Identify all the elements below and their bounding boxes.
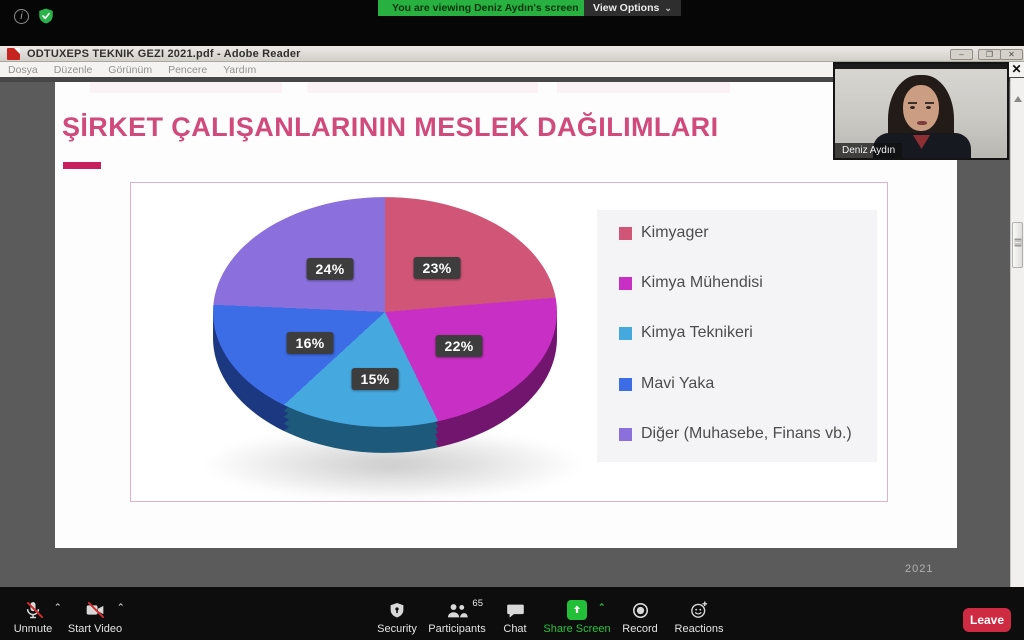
- participant-name-label: Deniz Aydın: [835, 143, 903, 158]
- minimize-button[interactable]: –: [950, 49, 973, 60]
- legend-item: Kimya Teknikeri: [619, 324, 753, 342]
- menu-duzenle[interactable]: Düzenle: [53, 63, 93, 76]
- legend-label: Mavi Yaka: [641, 375, 715, 392]
- participants-button[interactable]: 65 Participants: [428, 598, 486, 635]
- chevron-down-icon: ⌄: [664, 3, 672, 13]
- person-brow: [925, 102, 934, 104]
- adobe-menu-bar: Dosya Düzenle Görünüm Pencere Yardım: [0, 62, 1024, 77]
- security-button[interactable]: Security: [362, 600, 432, 635]
- view-options-button[interactable]: View Options ⌄: [584, 0, 681, 16]
- viewing-screen-banner: You are viewing Deniz Aydın's screen: [378, 0, 593, 16]
- legend-label: Kimya Mühendisi: [641, 274, 763, 291]
- unmute-button[interactable]: Unmute: [0, 600, 68, 635]
- meeting-info-icon[interactable]: i: [14, 9, 29, 24]
- scroll-up-icon[interactable]: [1014, 96, 1022, 102]
- legend-label: Kimya Teknikeri: [641, 324, 753, 341]
- legend-swatch: [619, 326, 632, 340]
- menu-gorunum[interactable]: Görünüm: [108, 63, 153, 76]
- reactions-smiley-icon: [691, 601, 708, 618]
- person-eye: [926, 106, 931, 109]
- menu-yardim[interactable]: Yardım: [223, 63, 257, 76]
- person-eye: [910, 106, 915, 109]
- leave-button[interactable]: Leave: [963, 608, 1011, 632]
- share-screen-icon: [567, 600, 587, 620]
- pdf-page: ŞİRKET ÇALIŞANLARININ MESLEK DAĞILIMLARI…: [55, 82, 957, 548]
- reactions-button[interactable]: Reactions: [664, 600, 734, 635]
- legend-label: Diğer (Muhasebe, Finans vb.): [641, 425, 852, 442]
- video-options-chevron[interactable]: ⌃: [117, 602, 125, 612]
- legend-swatch: [619, 427, 632, 441]
- legend-item: Kimyager: [619, 224, 709, 242]
- record-icon: [632, 602, 648, 618]
- pie-percent-label: 15%: [351, 368, 399, 390]
- pie-chart: [213, 197, 557, 427]
- start-video-button[interactable]: Start Video: [60, 600, 130, 635]
- record-button[interactable]: Record: [605, 600, 675, 635]
- chart-legend: Kimyager Kimya Mühendisi Kimya Teknikeri Ma…: [597, 210, 877, 462]
- menu-dosya[interactable]: Dosya: [8, 63, 38, 76]
- pie-percent-label: 24%: [306, 258, 354, 280]
- close-button[interactable]: ✕: [1000, 49, 1023, 60]
- pie-percent-label: 22%: [435, 335, 483, 357]
- menu-pencere[interactable]: Pencere: [168, 63, 208, 76]
- title-underline-accent: [63, 162, 101, 169]
- restore-button[interactable]: ❐: [978, 49, 1001, 60]
- toolbar-strip: [0, 77, 1024, 82]
- webcam-video-deniz-aydin[interactable]: Deniz Aydın: [833, 62, 1009, 160]
- participants-icon: [447, 603, 468, 617]
- legend-item: Kimya Mühendisi: [619, 274, 763, 292]
- legend-item: Diğer (Muhasebe, Finans vb.): [619, 425, 852, 443]
- pie-percent-label: 23%: [413, 257, 461, 279]
- slide-title: ŞİRKET ÇALIŞANLARININ MESLEK DAĞILIMLARI: [62, 112, 719, 142]
- window-title: ODTUXEPS TEKNIK GEZI 2021.pdf - Adobe Re…: [27, 48, 301, 60]
- pie-percent-label: 16%: [286, 332, 334, 354]
- zoom-top-bar: i You are viewing Deniz Aydın's screen V…: [0, 0, 1024, 46]
- legend-label: Kimyager: [641, 224, 709, 241]
- participants-count: 65: [472, 598, 483, 609]
- cut-off-text-remnant: [90, 82, 730, 93]
- slide-year: 2021: [905, 563, 934, 575]
- legend-swatch: [619, 276, 632, 290]
- encryption-shield-icon: [39, 8, 53, 24]
- legend-swatch: [619, 226, 632, 240]
- security-shield-icon: [390, 602, 404, 617]
- legend-swatch: [619, 377, 632, 391]
- webcam-background: [835, 69, 1007, 158]
- share-options-chevron[interactable]: ⌃: [598, 602, 606, 612]
- scrollbar-thumb[interactable]: [1012, 222, 1023, 268]
- share-screen-button[interactable]: Share Screen: [542, 600, 612, 635]
- pdf-scrollbar[interactable]: [1010, 78, 1024, 587]
- audio-options-chevron[interactable]: ⌃: [54, 602, 62, 612]
- webcam-close-icon[interactable]: ✕: [1011, 62, 1022, 76]
- person-mouth: [917, 121, 927, 125]
- chat-button[interactable]: Chat: [480, 600, 550, 635]
- person-brow: [908, 102, 917, 104]
- pdf-file-icon: [7, 48, 20, 60]
- adobe-title-bar: [0, 46, 1024, 62]
- chat-bubble-icon: [506, 604, 524, 618]
- legend-item: Mavi Yaka: [619, 375, 714, 393]
